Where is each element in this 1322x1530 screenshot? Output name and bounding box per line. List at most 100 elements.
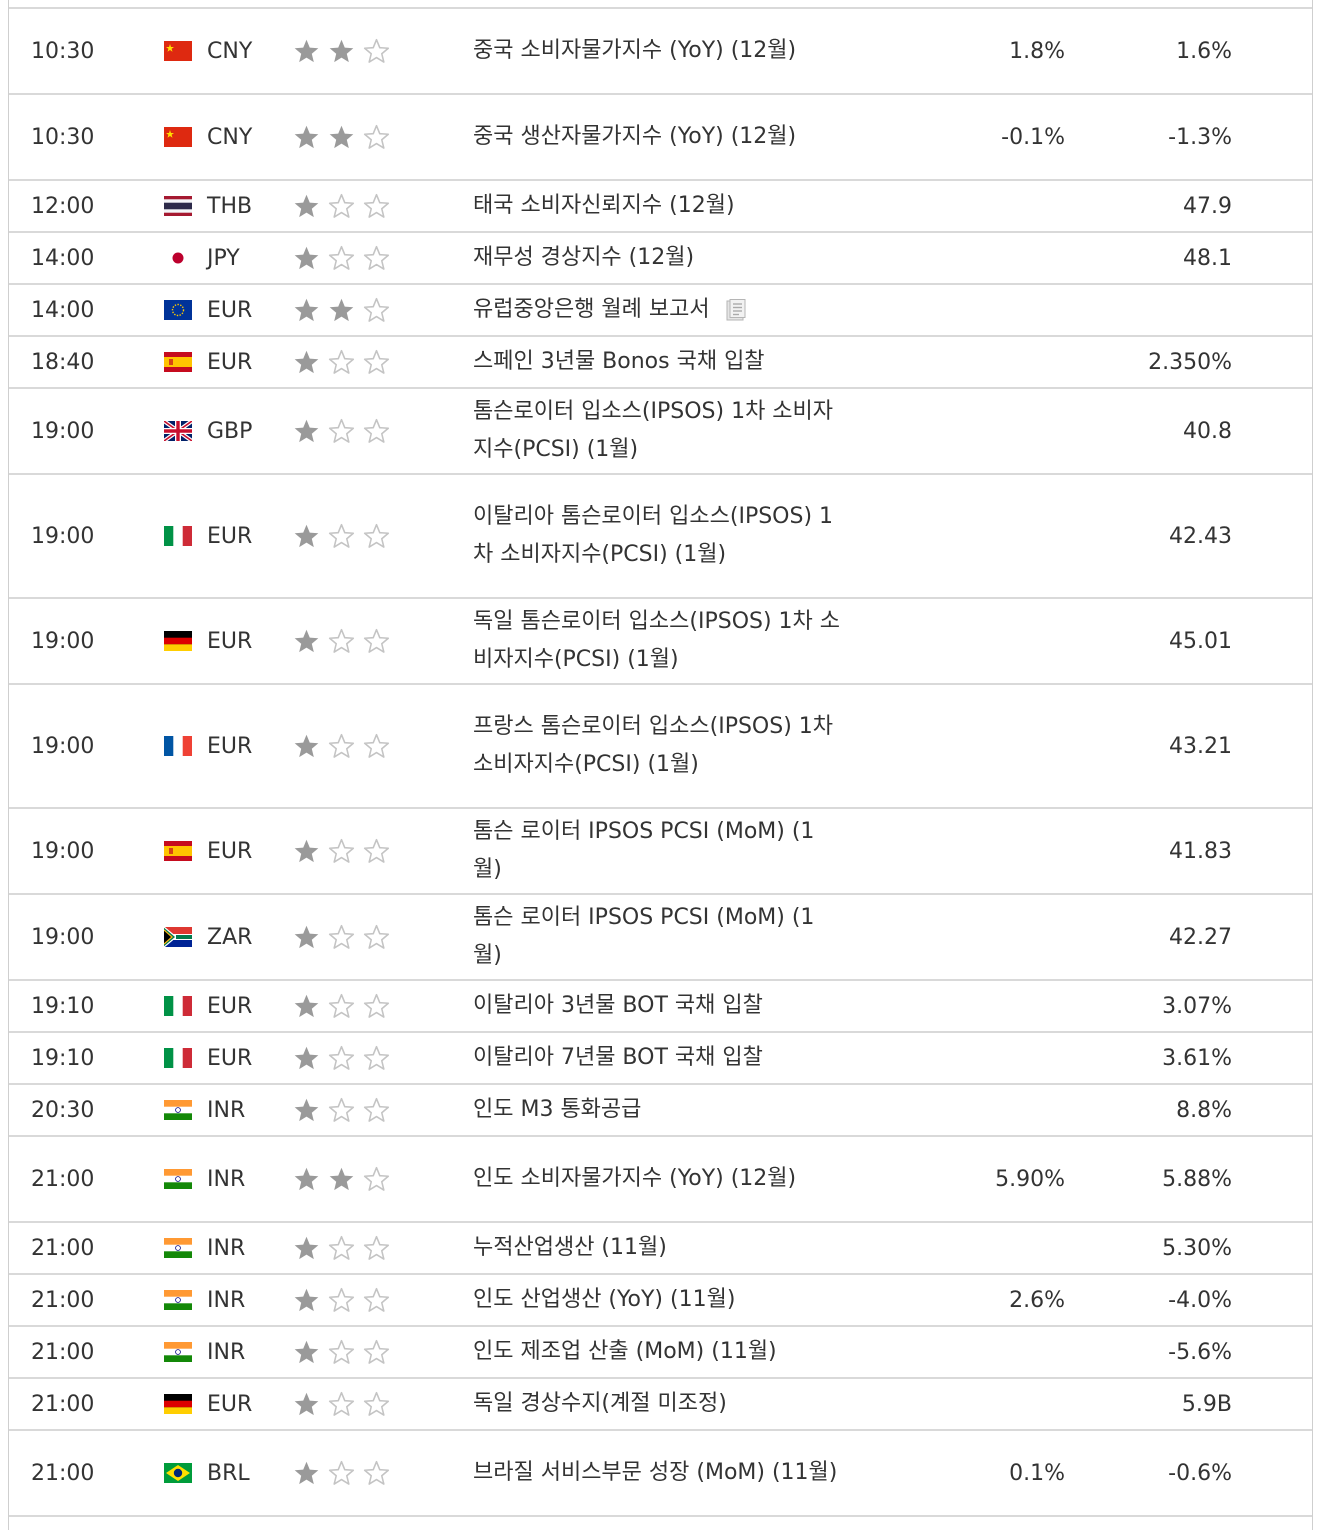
event-name[interactable]: 누적산업생산 (11월) — [473, 1235, 667, 1260]
table-row[interactable]: 21:00 INR 인도 제조업 산출 (MoM) (11월) -5.6% — [9, 1327, 1312, 1379]
report-document-icon[interactable] — [724, 298, 748, 322]
importance-stars — [293, 685, 390, 807]
event-name[interactable]: 인도 M3 통화공급 — [473, 1097, 642, 1122]
country-flag-cell — [164, 95, 192, 179]
importance-stars — [293, 95, 390, 179]
india-flag-icon — [164, 1342, 192, 1362]
star-empty-icon — [363, 838, 390, 863]
china-flag-icon — [164, 41, 192, 61]
previous-value: 1.6% — [1176, 38, 1232, 64]
event-name[interactable]: 중국 소비자물가지수 (YoY) (12월) — [473, 38, 797, 63]
importance-stars — [293, 1223, 390, 1273]
table-row[interactable]: 19:00 EUR 독일 톰슨로이터 입소스(IPSOS) 1차 소비자지수(P… — [9, 599, 1312, 685]
importance-stars — [293, 475, 390, 597]
table-row[interactable]: 19:10 EUR 이탈리아 7년물 BOT 국채 입찰 3.61% — [9, 1033, 1312, 1085]
forecast-value: 1.8% — [1009, 38, 1065, 64]
star-filled-icon — [294, 1046, 319, 1069]
currency-code: EUR — [207, 349, 253, 375]
country-flag-cell — [164, 1431, 192, 1515]
star-filled-icon — [294, 734, 319, 757]
star-empty-icon — [328, 1235, 355, 1260]
table-row[interactable]: 21:00 EUR 독일 경상수지(계절 미조정) 5.9B — [9, 1379, 1312, 1431]
importance-stars — [293, 981, 390, 1031]
forecast-value: -0.1% — [1001, 124, 1065, 150]
table-row[interactable]: 19:00 ZAR 톰슨 로이터 IPSOS PCSI (MoM) (1월) 4… — [9, 895, 1312, 981]
currency-code: INR — [207, 1287, 246, 1313]
event-name[interactable]: 중국 생산자물가지수 (YoY) (12월) — [473, 124, 797, 149]
previous-value: 47.9 — [1183, 193, 1232, 219]
eu-flag-icon — [164, 300, 192, 320]
event-name[interactable]: 인도 제조업 산출 (MoM) (11월) — [473, 1339, 777, 1364]
event-name[interactable]: 톰슨 로이터 IPSOS PCSI (MoM) (1월) — [473, 819, 815, 882]
table-row[interactable]: 19:00 EUR 이탈리아 톰슨로이터 입소스(IPSOS) 1차 소비자지수… — [9, 475, 1312, 599]
italy-flag-icon — [164, 526, 192, 546]
table-row[interactable]: 20:30 INR 인도 M3 통화공급 8.8% — [9, 1085, 1312, 1137]
country-flag-cell — [164, 475, 192, 597]
india-flag-icon — [164, 1290, 192, 1310]
previous-value: 3.61% — [1162, 1045, 1232, 1071]
table-row[interactable]: 19:00 EUR 프랑스 톰슨로이터 입소스(IPSOS) 1차 소비자지수(… — [9, 685, 1312, 809]
forecast-value — [909, 1379, 1065, 1429]
event-name[interactable]: 태국 소비자신뢰지수 (12월) — [473, 193, 735, 218]
event-name[interactable]: 인도 산업생산 (YoY) (11월) — [473, 1287, 736, 1312]
event-name-cell: 인도 M3 통화공급 — [473, 1085, 843, 1135]
event-time: 10:30 — [31, 38, 95, 64]
event-name-cell: 브라질 서비스부문 성장 (MoM) (11월) — [473, 1431, 843, 1515]
event-name-cell: 이탈리아 7년물 BOT 국채 입찰 — [473, 1033, 843, 1083]
event-name[interactable]: 유럽중앙은행 월례 보고서 — [473, 297, 710, 322]
previous-value: 42.43 — [1169, 523, 1232, 549]
previous-value: 42.27 — [1169, 924, 1232, 950]
event-name[interactable]: 톰슨로이터 입소스(IPSOS) 1차 소비자지수(PCSI) (1월) — [473, 399, 834, 462]
forecast-value: 5.90% — [995, 1166, 1065, 1192]
event-name[interactable]: 인도 소비자물가지수 (YoY) (12월) — [473, 1166, 797, 1191]
country-flag-cell — [164, 181, 192, 231]
event-name[interactable]: 톰슨 로이터 IPSOS PCSI (MoM) (1월) — [473, 905, 815, 968]
table-row[interactable]: 19:10 EUR 이탈리아 3년물 BOT 국채 입찰 3.07% — [9, 981, 1312, 1033]
table-row[interactable]: 21:00 BRL 브라질 서비스부문 성장 (MoM) (11월) 0.1% … — [9, 1431, 1312, 1517]
star-filled-icon — [294, 1392, 319, 1415]
table-row[interactable]: 19:00 GBP 톰슨로이터 입소스(IPSOS) 1차 소비자지수(PCSI… — [9, 389, 1312, 475]
previous-value — [1089, 285, 1232, 335]
table-row[interactable]: 21:00 INR 인도 산업생산 (YoY) (11월) 2.6% -4.0% — [9, 1275, 1312, 1327]
event-time: 14:00 — [31, 245, 95, 271]
table-row[interactable]: 21:00 INR 누적산업생산 (11월) 5.30% — [9, 1223, 1312, 1275]
event-name[interactable]: 독일 경상수지(계절 미조정) — [473, 1391, 727, 1416]
table-row[interactable]: 10:30 CNY 중국 소비자물가지수 (YoY) (12월) 1.8% 1.… — [9, 9, 1312, 95]
event-name[interactable]: 이탈리아 톰슨로이터 입소스(IPSOS) 1차 소비자지수(PCSI) (1월… — [473, 504, 834, 567]
event-name[interactable]: 독일 톰슨로이터 입소스(IPSOS) 1차 소비자지수(PCSI) (1월) — [473, 609, 841, 672]
table-row[interactable]: 14:00 EUR 유럽중앙은행 월례 보고서 — [9, 285, 1312, 337]
star-filled-icon — [294, 839, 319, 862]
event-name[interactable]: 이탈리아 3년물 BOT 국채 입찰 — [473, 993, 763, 1018]
event-name[interactable]: 브라질 서비스부문 성장 (MoM) (11월) — [473, 1460, 838, 1485]
star-empty-icon — [363, 38, 390, 63]
previous-value: 5.30% — [1162, 1235, 1232, 1261]
importance-stars — [293, 337, 390, 387]
event-name[interactable]: 재무성 경상지수 (12월) — [473, 245, 695, 270]
event-name[interactable]: 이탈리아 7년물 BOT 국채 입찰 — [473, 1045, 763, 1070]
italy-flag-icon — [164, 996, 192, 1016]
table-row[interactable]: 14:00 JPY 재무성 경상지수 (12월) 48.1 — [9, 233, 1312, 285]
importance-stars — [293, 1137, 390, 1221]
event-name-cell: 인도 제조업 산출 (MoM) (11월) — [473, 1327, 843, 1377]
table-row[interactable]: 19:00 EUR 톰슨 로이터 IPSOS PCSI (MoM) (1월) 4… — [9, 809, 1312, 895]
previous-value: 45.01 — [1169, 628, 1232, 654]
event-name[interactable]: 스페인 3년물 Bonos 국채 입찰 — [473, 349, 765, 374]
event-time: 19:00 — [31, 733, 95, 759]
forecast-value: 0.1% — [1009, 1460, 1065, 1486]
country-flag-cell — [164, 1137, 192, 1221]
event-name[interactable]: 프랑스 톰슨로이터 입소스(IPSOS) 1차 소비자지수(PCSI) (1월) — [473, 714, 834, 777]
table-row[interactable]: 21:00 INR 인도 소비자물가지수 (YoY) (12월) 5.90% 5… — [9, 1137, 1312, 1223]
previous-value: -1.3% — [1168, 124, 1232, 150]
currency-code: CNY — [207, 38, 253, 64]
table-row[interactable]: 12:00 THB 태국 소비자신뢰지수 (12월) 47.9 — [9, 181, 1312, 233]
france-flag-icon — [164, 736, 192, 756]
table-row[interactable]: 10:30 CNY 중국 생산자물가지수 (YoY) (12월) -0.1% -… — [9, 95, 1312, 181]
country-flag-cell — [164, 1379, 192, 1429]
importance-stars — [293, 285, 390, 335]
table-row[interactable]: 18:40 EUR 스페인 3년물 Bonos 국채 입찰 2.350% — [9, 337, 1312, 389]
star-filled-icon — [329, 125, 354, 148]
event-time: 19:10 — [31, 1045, 95, 1071]
star-empty-icon — [363, 245, 390, 270]
star-filled-icon — [294, 419, 319, 442]
star-filled-icon — [294, 1236, 319, 1259]
